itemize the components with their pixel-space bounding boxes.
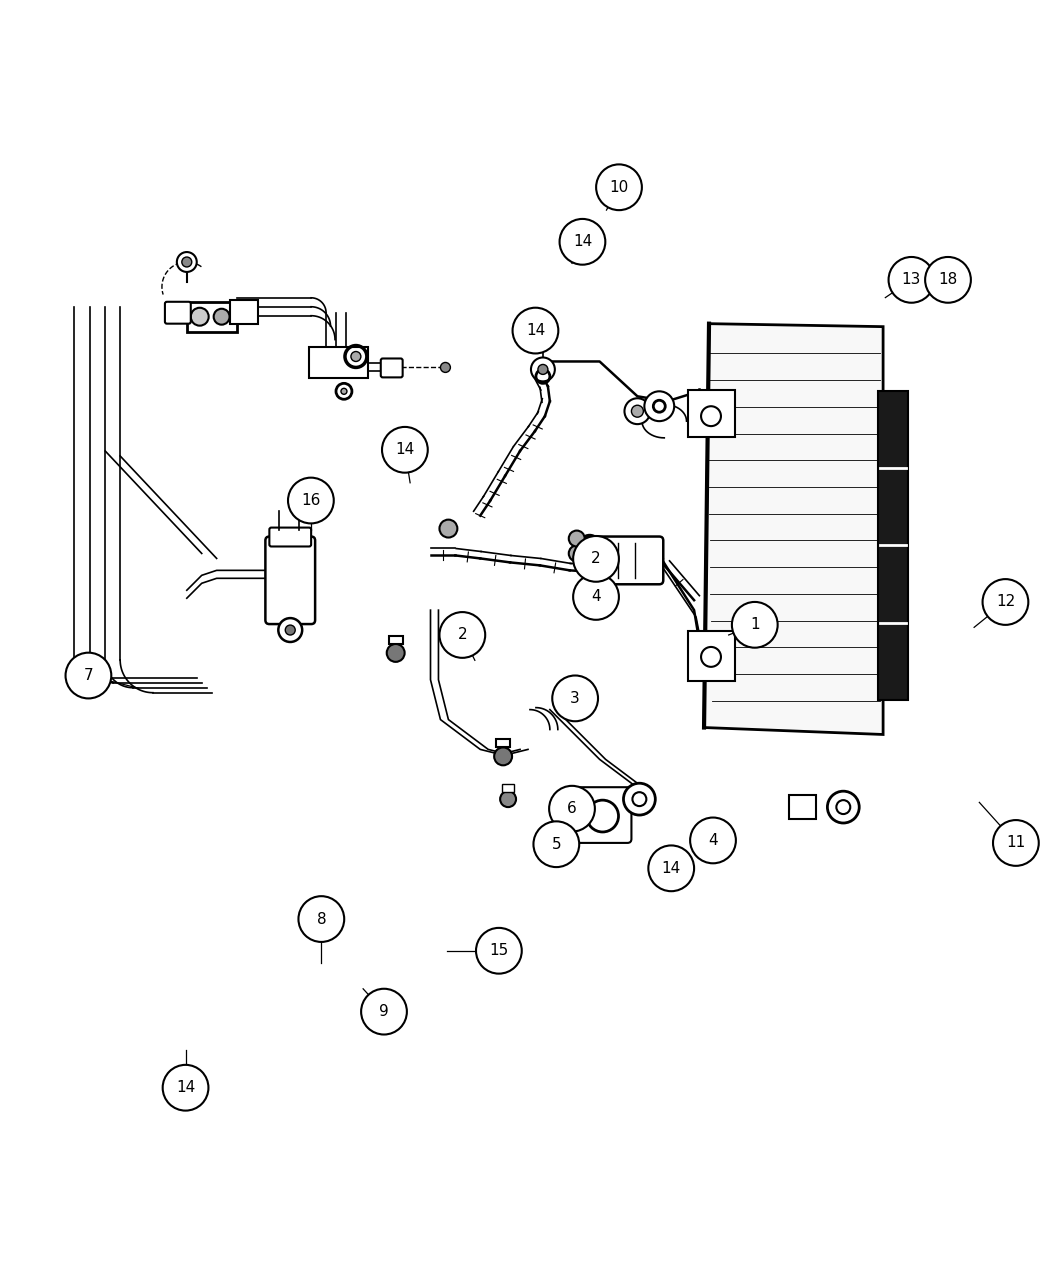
Text: 9: 9 <box>379 1005 388 1019</box>
Polygon shape <box>705 324 883 734</box>
Circle shape <box>176 252 196 272</box>
Text: 12: 12 <box>995 594 1015 609</box>
Circle shape <box>552 676 598 722</box>
Circle shape <box>732 602 778 648</box>
Text: 14: 14 <box>662 861 680 876</box>
Bar <box>187 302 236 332</box>
Circle shape <box>386 644 404 662</box>
Circle shape <box>278 618 302 643</box>
Circle shape <box>440 362 450 372</box>
Circle shape <box>573 536 618 581</box>
Text: 15: 15 <box>489 944 508 959</box>
Circle shape <box>983 579 1028 625</box>
FancyBboxPatch shape <box>573 787 631 843</box>
Circle shape <box>182 258 192 266</box>
Text: 4: 4 <box>708 833 718 848</box>
Circle shape <box>569 546 585 561</box>
Text: 14: 14 <box>176 1080 195 1095</box>
Text: 16: 16 <box>301 493 320 507</box>
FancyBboxPatch shape <box>165 302 191 324</box>
Circle shape <box>827 792 859 824</box>
Text: 4: 4 <box>591 589 601 604</box>
Text: 14: 14 <box>395 442 415 458</box>
Text: 5: 5 <box>551 836 561 852</box>
Bar <box>388 636 402 644</box>
Bar <box>497 740 510 747</box>
Circle shape <box>569 530 585 547</box>
Circle shape <box>888 258 934 302</box>
Circle shape <box>531 357 554 381</box>
FancyBboxPatch shape <box>688 631 735 681</box>
Circle shape <box>440 520 458 538</box>
Circle shape <box>361 988 407 1034</box>
Text: 10: 10 <box>609 180 629 195</box>
Text: 8: 8 <box>316 912 327 927</box>
Circle shape <box>587 801 618 833</box>
Circle shape <box>298 896 344 942</box>
Circle shape <box>382 427 427 473</box>
Bar <box>789 796 817 819</box>
FancyBboxPatch shape <box>266 537 315 623</box>
FancyBboxPatch shape <box>591 537 664 584</box>
FancyBboxPatch shape <box>230 300 258 324</box>
Circle shape <box>993 820 1038 866</box>
Text: 11: 11 <box>1006 835 1026 850</box>
Circle shape <box>573 574 618 620</box>
Circle shape <box>624 783 655 815</box>
Circle shape <box>925 258 971 302</box>
Circle shape <box>645 391 674 421</box>
Circle shape <box>495 747 512 765</box>
FancyBboxPatch shape <box>381 358 402 377</box>
Polygon shape <box>878 391 908 700</box>
Circle shape <box>625 398 650 425</box>
Text: 3: 3 <box>570 691 580 706</box>
Text: 14: 14 <box>526 323 545 338</box>
Circle shape <box>341 389 346 394</box>
Circle shape <box>65 653 111 699</box>
Circle shape <box>191 307 209 325</box>
Circle shape <box>596 164 642 210</box>
Text: 14: 14 <box>573 235 592 250</box>
Circle shape <box>286 625 295 635</box>
Circle shape <box>213 309 230 325</box>
Circle shape <box>538 365 548 375</box>
Circle shape <box>163 1065 209 1111</box>
Circle shape <box>631 405 644 417</box>
Circle shape <box>440 612 485 658</box>
FancyBboxPatch shape <box>309 347 368 379</box>
FancyBboxPatch shape <box>270 528 311 547</box>
Circle shape <box>690 817 736 863</box>
Circle shape <box>288 478 334 524</box>
Text: 1: 1 <box>750 617 759 632</box>
FancyBboxPatch shape <box>688 390 735 437</box>
Circle shape <box>701 407 721 426</box>
Circle shape <box>533 821 580 867</box>
Circle shape <box>500 792 516 807</box>
Text: 18: 18 <box>939 273 958 287</box>
Circle shape <box>701 646 721 667</box>
Circle shape <box>476 928 522 974</box>
Circle shape <box>351 352 361 362</box>
Text: 7: 7 <box>84 668 93 683</box>
Circle shape <box>648 845 694 891</box>
Text: 6: 6 <box>567 801 576 816</box>
Text: 2: 2 <box>458 627 467 643</box>
Circle shape <box>512 307 559 353</box>
Circle shape <box>549 785 595 831</box>
Circle shape <box>560 219 605 265</box>
Bar <box>502 784 514 792</box>
Text: 13: 13 <box>902 273 921 287</box>
Text: 2: 2 <box>591 551 601 566</box>
